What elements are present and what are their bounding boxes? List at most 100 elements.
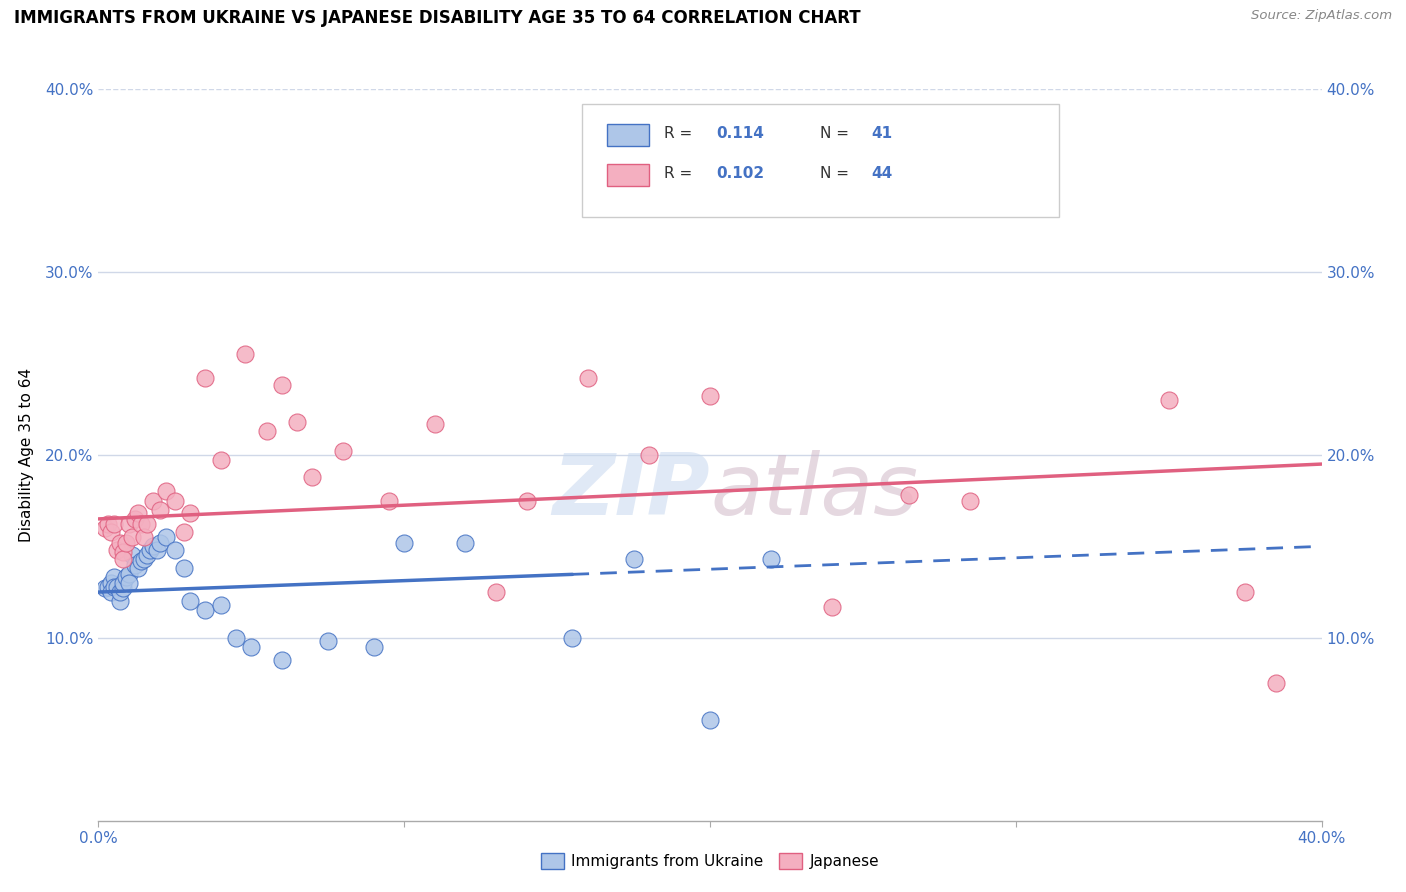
Point	[129, 517, 152, 532]
Point	[485, 585, 508, 599]
Point	[129, 554, 152, 568]
Text: Source: ZipAtlas.com: Source: ZipAtlas.com	[1251, 9, 1392, 22]
Text: N =: N =	[820, 166, 853, 181]
Point	[100, 576, 122, 591]
Point	[111, 545, 134, 559]
Point	[699, 389, 721, 403]
Point	[240, 640, 263, 654]
Point	[516, 493, 538, 508]
Point	[127, 507, 149, 521]
Text: ZIP: ZIP	[553, 450, 710, 533]
Point	[134, 530, 156, 544]
Point	[118, 517, 141, 532]
Point	[623, 552, 645, 566]
FancyBboxPatch shape	[607, 124, 650, 145]
Point	[194, 371, 217, 385]
Point	[145, 543, 167, 558]
Point	[285, 415, 308, 429]
Point	[301, 470, 323, 484]
Point	[136, 517, 159, 532]
Text: IMMIGRANTS FROM UKRAINE VS JAPANESE DISABILITY AGE 35 TO 64 CORRELATION CHART: IMMIGRANTS FROM UKRAINE VS JAPANESE DISA…	[14, 9, 860, 27]
Text: R =: R =	[664, 126, 696, 141]
Point	[194, 603, 217, 617]
Point	[103, 570, 125, 584]
Point	[111, 576, 134, 591]
Point	[155, 484, 177, 499]
Point	[118, 566, 141, 581]
Point	[179, 507, 201, 521]
Point	[897, 488, 920, 502]
Point	[821, 599, 844, 614]
Point	[1157, 392, 1180, 407]
Point	[270, 378, 292, 392]
Point	[163, 543, 186, 558]
Text: 44: 44	[872, 166, 893, 181]
Point	[233, 347, 256, 361]
Text: atlas: atlas	[710, 450, 918, 533]
Point	[103, 580, 125, 594]
FancyBboxPatch shape	[582, 103, 1059, 218]
Point	[121, 530, 143, 544]
Point	[149, 502, 172, 516]
Point	[127, 561, 149, 575]
Point	[173, 524, 195, 539]
Point	[124, 558, 146, 572]
Point	[209, 453, 232, 467]
Text: 0.102: 0.102	[716, 166, 765, 181]
Point	[745, 174, 768, 188]
Point	[100, 524, 122, 539]
Legend: Immigrants from Ukraine, Japanese: Immigrants from Ukraine, Japanese	[534, 847, 886, 875]
Point	[149, 535, 172, 549]
FancyBboxPatch shape	[607, 164, 650, 186]
Text: 41: 41	[872, 126, 893, 141]
Point	[423, 417, 446, 431]
Point	[699, 713, 721, 727]
Text: 0.114: 0.114	[716, 126, 763, 141]
Point	[155, 530, 177, 544]
Text: N =: N =	[820, 126, 853, 141]
Point	[561, 631, 583, 645]
Point	[121, 549, 143, 563]
Point	[100, 585, 122, 599]
Point	[1234, 585, 1257, 599]
Point	[637, 448, 661, 462]
Point	[378, 493, 401, 508]
Point	[173, 561, 195, 575]
Point	[163, 493, 186, 508]
Point	[136, 549, 159, 563]
Point	[108, 585, 131, 599]
Point	[576, 371, 599, 385]
Point	[111, 582, 134, 596]
Point	[256, 424, 278, 438]
Point	[209, 598, 232, 612]
Point	[115, 535, 138, 549]
Point	[105, 580, 128, 594]
Point	[139, 543, 162, 558]
Point	[93, 582, 115, 596]
Point	[115, 570, 138, 584]
Point	[142, 493, 165, 508]
Point	[959, 493, 981, 508]
Point	[332, 444, 354, 458]
Point	[179, 594, 201, 608]
Point	[316, 634, 339, 648]
Point	[103, 517, 125, 532]
Point	[108, 535, 131, 549]
Point	[97, 580, 120, 594]
Point	[134, 552, 156, 566]
Point	[97, 517, 120, 532]
Point	[270, 653, 292, 667]
Point	[225, 631, 247, 645]
Point	[392, 535, 416, 549]
Point	[105, 543, 128, 558]
Point	[108, 594, 131, 608]
Point	[142, 539, 165, 553]
Point	[759, 552, 782, 566]
Point	[454, 535, 477, 549]
Point	[124, 512, 146, 526]
Y-axis label: Disability Age 35 to 64: Disability Age 35 to 64	[18, 368, 34, 542]
Point	[111, 552, 134, 566]
Point	[118, 576, 141, 591]
Point	[93, 521, 115, 535]
Point	[363, 640, 385, 654]
